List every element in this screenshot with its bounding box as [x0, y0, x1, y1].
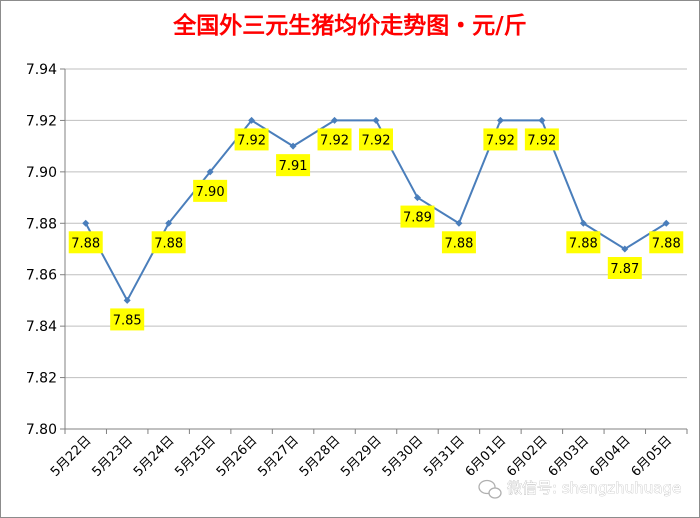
- x-tick-label: 6月02日: [504, 433, 551, 480]
- data-label-bg: [524, 128, 559, 151]
- data-label-bg: [649, 231, 684, 254]
- x-tick-label: 6月05日: [629, 433, 676, 480]
- data-label-text: 7.87: [610, 262, 639, 277]
- x-tick-label: 5月28日: [297, 433, 344, 480]
- data-label-text: 7.92: [237, 133, 266, 148]
- data-label-text: 7.88: [444, 236, 473, 251]
- data-point: [289, 142, 297, 150]
- y-tick-label: 7.90: [26, 165, 57, 181]
- data-point: [538, 116, 546, 124]
- data-label-text: 7.91: [279, 159, 308, 174]
- watermark: 微信号: shengzhuhuage: [478, 479, 682, 499]
- data-label-text: 7.88: [154, 236, 183, 251]
- wechat-icon: [478, 479, 502, 499]
- data-label-bg: [68, 231, 103, 254]
- data-label: 7.92: [483, 128, 518, 151]
- chart-title: 全国外三元生猪均价走势图・元/斤: [172, 12, 526, 39]
- x-tick-label: 5月22日: [48, 433, 95, 480]
- grid-lines: [65, 68, 687, 379]
- data-label: 7.92: [234, 128, 269, 151]
- data-label-text: 7.92: [320, 133, 349, 148]
- y-tick-label: 7.84: [26, 319, 57, 335]
- data-label-text: 7.92: [486, 133, 515, 148]
- data-label: 7.88: [566, 231, 601, 254]
- data-label-bg: [193, 179, 228, 202]
- data-label-text: 7.92: [527, 133, 556, 148]
- data-point: [621, 245, 629, 253]
- data-label: 7.88: [649, 231, 684, 254]
- x-tick-label: 5月24日: [131, 433, 178, 480]
- data-label-bg: [110, 308, 145, 331]
- x-tick-label: 5月29日: [338, 433, 385, 480]
- data-point: [206, 168, 214, 176]
- data-label-bg: [151, 231, 186, 254]
- y-tick-label: 7.86: [26, 268, 57, 284]
- data-label-bg: [317, 128, 352, 151]
- x-tick-label: 6月04日: [587, 433, 634, 480]
- data-label-bg: [607, 257, 642, 279]
- y-tick-label: 7.92: [26, 113, 57, 129]
- data-label: 7.91: [276, 154, 311, 177]
- x-tick-label: 5月25日: [172, 433, 219, 480]
- data-label: 7.88: [441, 231, 476, 254]
- data-label: 7.92: [524, 128, 559, 151]
- x-tick-label: 5月30日: [380, 433, 427, 480]
- y-tick-label: 7.94: [26, 62, 57, 78]
- y-tick-label: 7.88: [26, 216, 57, 232]
- data-point: [496, 116, 504, 124]
- data-label-text: 7.90: [196, 185, 225, 200]
- data-label: 7.88: [68, 231, 103, 254]
- data-point: [413, 194, 421, 202]
- x-tick-label: 5月31日: [421, 433, 468, 480]
- y-tick-label: 7.80: [26, 422, 57, 438]
- data-label-text: 7.85: [113, 313, 142, 328]
- data-label-text: 7.92: [362, 133, 391, 148]
- data-label-bg: [483, 128, 518, 151]
- series-line-group: [82, 116, 670, 304]
- data-point: [165, 219, 173, 227]
- data-label-text: 7.88: [569, 236, 598, 251]
- data-label: 7.92: [317, 128, 352, 151]
- data-label-bg: [359, 128, 393, 151]
- data-label: 7.85: [110, 308, 145, 331]
- data-point: [372, 116, 380, 124]
- x-tick-label: 5月27日: [255, 433, 302, 480]
- data-label: 7.92: [359, 128, 393, 151]
- x-tick-label: 6月01日: [463, 433, 510, 480]
- data-point: [331, 116, 339, 124]
- data-label: 7.87: [607, 257, 642, 279]
- data-labels: 7.88 7.85 7.88 7.90 7.92 7.91 7.92 7.92 7.89 7.88…: [68, 128, 684, 331]
- x-tick-label: 6月03日: [546, 433, 593, 480]
- data-point: [455, 219, 463, 227]
- x-tick-label: 5月23日: [89, 433, 136, 480]
- data-label-text: 7.89: [403, 211, 432, 226]
- x-tick-label: 5月26日: [214, 433, 261, 480]
- data-point: [579, 219, 587, 227]
- data-point: [123, 296, 131, 304]
- data-label: 7.89: [400, 205, 435, 228]
- data-label-text: 7.88: [71, 236, 100, 251]
- axes: 7.807.827.847.867.887.907.927.945月22日5月2…: [26, 62, 688, 480]
- data-label-text: 7.88: [652, 236, 681, 251]
- data-label-bg: [566, 231, 601, 254]
- data-point: [82, 219, 90, 227]
- watermark-text: 微信号: shengzhuhuage: [507, 479, 681, 497]
- data-point: [248, 116, 256, 124]
- data-label: 7.90: [193, 179, 228, 202]
- data-label-bg: [276, 154, 311, 177]
- data-label-bg: [441, 231, 476, 254]
- data-label-bg: [234, 128, 269, 151]
- y-tick-label: 7.82: [26, 371, 57, 387]
- data-label-bg: [400, 205, 435, 228]
- data-point: [662, 219, 670, 227]
- data-label: 7.88: [151, 231, 186, 254]
